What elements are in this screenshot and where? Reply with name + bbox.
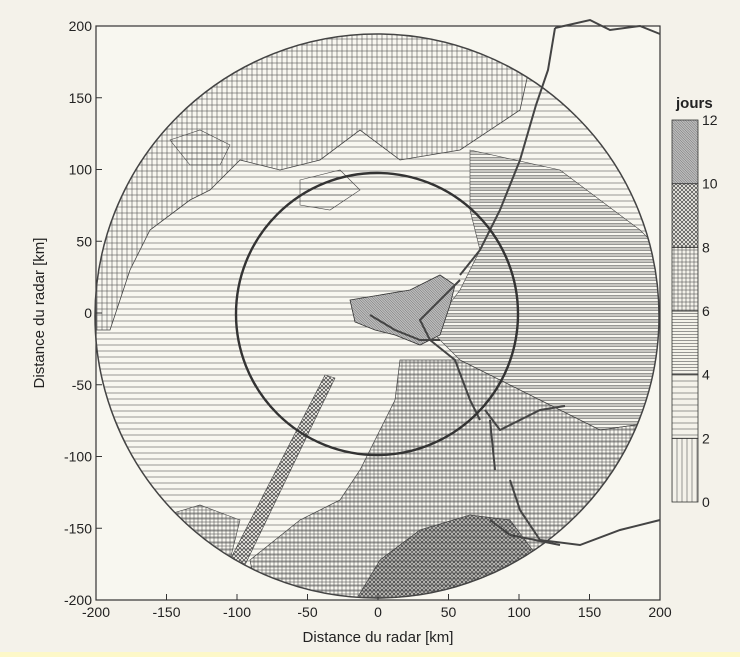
y-axis-label: Distance du radar [km] [31, 238, 48, 389]
y-axis: 200 150 100 50 0 -50 -100 -150 -200 [64, 18, 102, 608]
y-tick-label: -50 [72, 377, 92, 393]
y-tick-label: 50 [76, 233, 92, 249]
x-tick-label: 0 [374, 604, 382, 620]
legend-swatch [671, 310, 699, 376]
region-10-12 [349, 274, 456, 346]
region-0-2-patch [169, 129, 231, 166]
y-tick-label: 0 [84, 305, 92, 321]
region-0-2 [95, 34, 541, 331]
x-axis-label: Distance du radar [km] [303, 629, 454, 646]
legend-tick-label: 2 [702, 430, 710, 446]
region-0-2-patch [299, 169, 361, 211]
y-tick-label: -150 [64, 520, 92, 536]
legend-title: jours [675, 95, 713, 112]
y-tick-label: 200 [69, 18, 93, 34]
y-tick-label: -100 [64, 449, 92, 465]
x-tick-label: 100 [507, 604, 531, 620]
y-tick-label: -200 [64, 592, 92, 608]
legend-swatch [671, 437, 699, 503]
x-tick-label: -100 [223, 604, 251, 620]
x-tick-label: -150 [152, 604, 180, 620]
legend-swatch [671, 374, 699, 439]
x-axis: -200 -150 -100 -50 0 50 100 150 200 [82, 594, 672, 620]
legend-swatch [671, 183, 699, 248]
legend-tick-label: 0 [702, 494, 710, 510]
legend-tick-label: 12 [702, 112, 718, 128]
x-tick-label: 50 [441, 604, 457, 620]
legend-tick-label: 4 [702, 367, 710, 383]
x-tick-label: 150 [578, 604, 602, 620]
legend-tick-label: 10 [702, 176, 718, 192]
legend-swatch [671, 246, 699, 312]
x-tick-label: -200 [82, 604, 110, 620]
borders [369, 18, 661, 547]
inner-range-ring [234, 171, 520, 457]
legend-tick-label: 6 [702, 303, 710, 319]
legend-tick-label: 8 [702, 239, 710, 255]
legend: 12 10 8 6 4 2 0 [671, 112, 718, 510]
x-tick-label: 200 [648, 604, 672, 620]
y-tick-label: 150 [69, 90, 93, 106]
outer-range-ring [94, 33, 660, 599]
y-tick-label: 100 [69, 162, 93, 178]
x-tick-label: -50 [297, 604, 317, 620]
legend-swatch [671, 119, 699, 185]
